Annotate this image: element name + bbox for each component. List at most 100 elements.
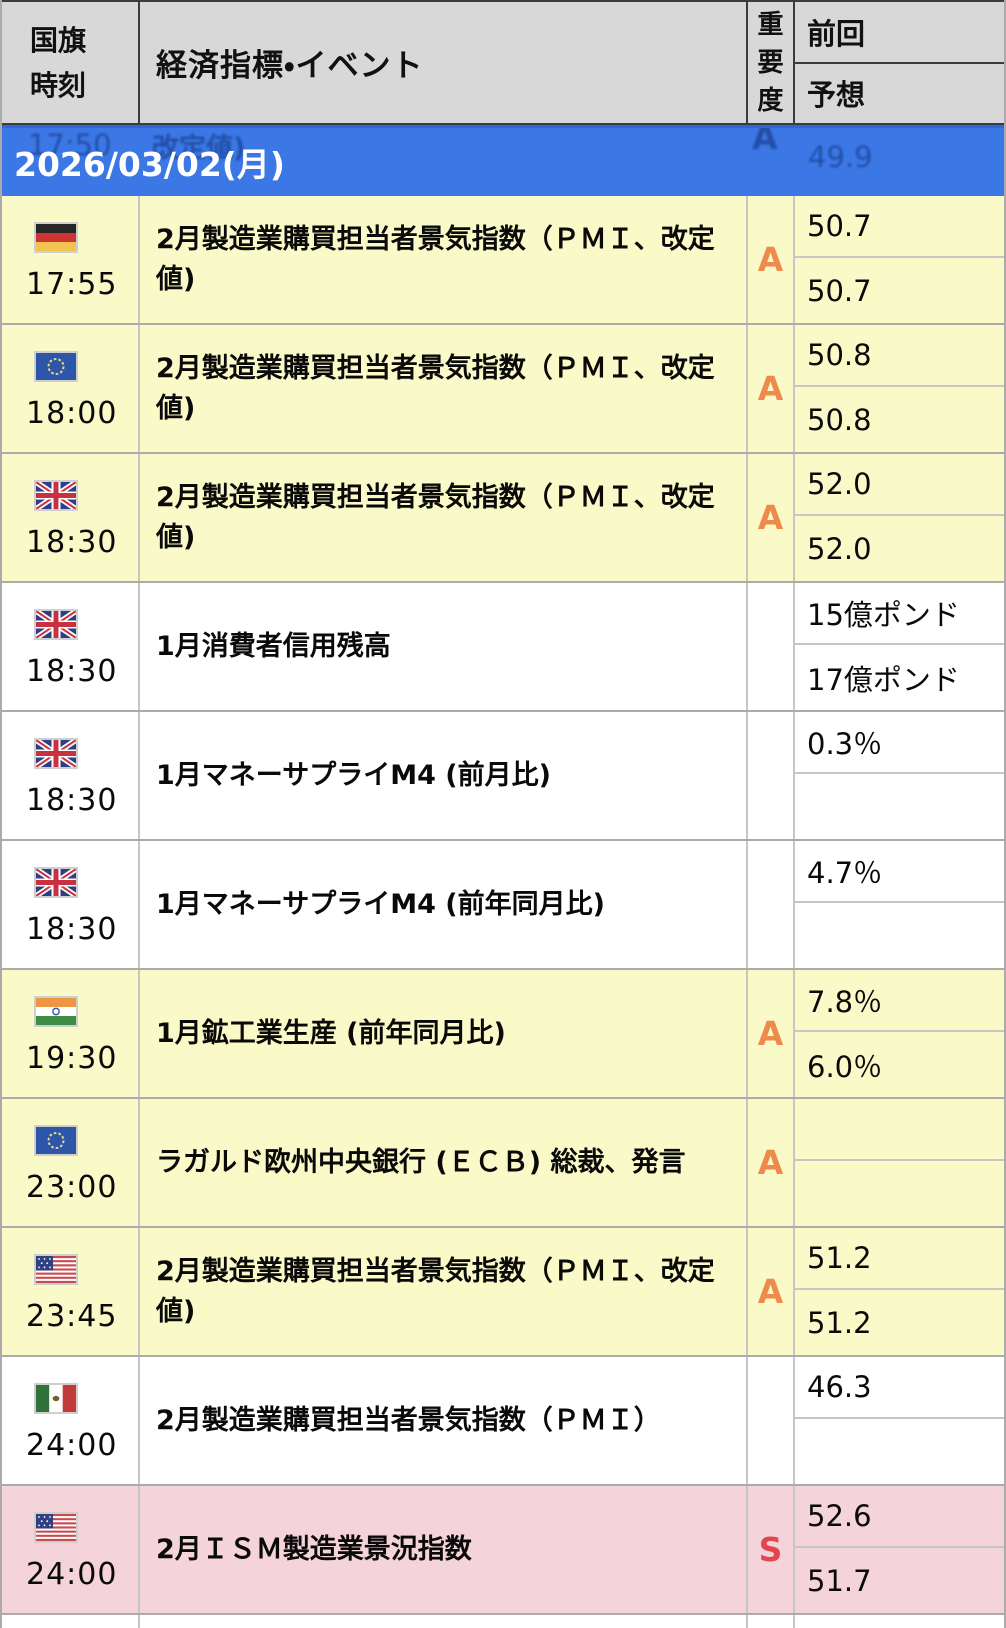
importance-cell	[748, 1357, 795, 1484]
importance-cell: A	[748, 1228, 795, 1355]
date-banner-label: 2026/03/02(月)	[14, 145, 285, 184]
flag-time-cell: 23:00	[2, 1099, 140, 1226]
previous-value: 0.3％	[795, 712, 1004, 774]
event-row[interactable]: 19:30 1月鉱工業生産 (前年同月比) A 7.8％ 6.0％	[2, 970, 1004, 1099]
event-name-cell: 2月製造業購買担当者景気指数（ＰＭＩ、改定値)	[140, 454, 748, 581]
importance-badge: A	[757, 498, 784, 537]
event-time: 23:00	[26, 1170, 118, 1205]
flag-time-cell: 18:00	[2, 325, 140, 452]
event-title: 1月消費者信用残高	[156, 630, 391, 662]
importance-cell: A	[748, 970, 795, 1097]
ghost-event-title: 改定値)	[152, 133, 246, 164]
importance-badge: S	[758, 1530, 783, 1569]
event-row[interactable]: 23:45 2月製造業購買担当者景気指数（ＰＭＩ、改定値) A 51.2 51.…	[2, 1228, 1004, 1357]
event-time: 18:30	[26, 783, 118, 818]
importance-badge: A	[757, 1143, 784, 1182]
flag-usa-icon	[34, 1254, 78, 1285]
event-time: 19:30	[26, 1041, 118, 1076]
flag-india-icon	[34, 996, 78, 1027]
values-cell: 7.8％ 6.0％	[795, 970, 1004, 1097]
flag-germany-icon	[34, 222, 78, 253]
header-forecast-label: 予想	[807, 78, 866, 113]
header-importance: 重 要 度	[748, 2, 795, 123]
flag-time-cell: 24:00	[2, 1486, 140, 1613]
partial-next-row	[2, 1615, 1004, 1628]
event-row[interactable]: 24:00 2月ＩＳＭ製造業景況指数 S 52.6 51.7	[2, 1486, 1004, 1615]
importance-badge: A	[757, 1272, 784, 1311]
ghost-event-time: 17:50	[28, 128, 112, 162]
flag-time-cell: 18:30	[2, 712, 140, 839]
flag-usa-icon	[34, 1512, 78, 1543]
event-title: 2月ＩＳＭ製造業景況指数	[156, 1533, 472, 1565]
event-row[interactable]: 18:30 2月製造業購買担当者景気指数（ＰＭＩ、改定値) A 52.0 52.…	[2, 454, 1004, 583]
event-name-cell: 1月消費者信用残高	[140, 583, 748, 710]
event-title: 2月製造業購買担当者景気指数（ＰＭＩ、改定値)	[156, 223, 715, 295]
header-event: 経済指標・イベント	[140, 2, 748, 123]
values-cell: 50.8 50.8	[795, 325, 1004, 452]
event-title: 2月製造業購買担当者景気指数（ＰＭＩ）	[156, 1404, 661, 1436]
rows-container: 17:55 2月製造業購買担当者景気指数（ＰＭＩ、改定値) A 50.7 50.…	[2, 196, 1004, 1615]
event-row[interactable]: 17:55 2月製造業購買担当者景気指数（ＰＭＩ、改定値) A 50.7 50.…	[2, 196, 1004, 325]
event-row[interactable]: 18:00 2月製造業購買担当者景気指数（ＰＭＩ、改定値) A 50.8 50.…	[2, 325, 1004, 454]
flag-uk-icon	[34, 609, 78, 640]
event-name-cell: 2月製造業購買担当者景気指数（ＰＭＩ、改定値)	[140, 1228, 748, 1355]
header-previous-label: 前回	[795, 2, 1004, 64]
event-title: ラガルド欧州中央銀行 (ＥＣＢ) 総裁、発言	[156, 1146, 686, 1178]
previous-value: 15億ポンド	[795, 583, 1004, 645]
event-row[interactable]: 18:30 1月消費者信用残高 15億ポンド 17億ポンド	[2, 583, 1004, 712]
event-time: 18:30	[26, 912, 118, 947]
event-row[interactable]: 18:30 1月マネーサプライM4 (前年同月比) 4.7％	[2, 841, 1004, 970]
importance-cell: A	[748, 454, 795, 581]
event-title: 1月マネーサプライM4 (前月比)	[156, 759, 551, 791]
event-row[interactable]: 18:30 1月マネーサプライM4 (前月比) 0.3％	[2, 712, 1004, 841]
values-cell: 0.3％	[795, 712, 1004, 839]
importance-cell: A	[748, 1099, 795, 1226]
header-time-label: 時刻	[30, 68, 87, 102]
event-title: 1月鉱工業生産 (前年同月比)	[156, 1017, 506, 1049]
forecast-value: 6.0％	[807, 1049, 883, 1084]
values-cell: 52.0 52.0	[795, 454, 1004, 581]
previous-value: 52.0	[795, 454, 1004, 516]
previous-value: 51.2	[795, 1228, 1004, 1290]
previous-value: 50.8	[795, 325, 1004, 387]
event-name-cell: 2月製造業購買担当者景気指数（ＰＭＩ、改定値)	[140, 325, 748, 452]
event-time: 18:30	[26, 654, 118, 689]
flag-time-cell: 23:45	[2, 1228, 140, 1355]
forecast-value: 52.0	[807, 531, 872, 566]
previous-value: 50.7	[795, 196, 1004, 258]
event-name-cell: 1月マネーサプライM4 (前年同月比)	[140, 841, 748, 968]
flag-time-cell: 18:30	[2, 454, 140, 581]
values-cell: 15億ポンド 17億ポンド	[795, 583, 1004, 710]
event-time: 17:55	[26, 267, 118, 302]
event-time: 18:30	[26, 525, 118, 560]
forecast-value	[795, 1161, 1004, 1226]
event-row[interactable]: 23:00 ラガルド欧州中央銀行 (ＥＣＢ) 総裁、発言 A	[2, 1099, 1004, 1228]
flag-mexico-icon	[34, 1383, 78, 1414]
importance-cell	[748, 583, 795, 710]
forecast-value: 17億ポンド	[807, 662, 960, 697]
values-cell: 51.2 51.2	[795, 1228, 1004, 1355]
ghost-previous-value: 49.9	[808, 140, 873, 174]
forecast-value	[795, 903, 1004, 968]
flag-uk-icon	[34, 738, 78, 769]
values-cell: 4.7％	[795, 841, 1004, 968]
values-cell: 52.6 51.7	[795, 1486, 1004, 1613]
event-name-cell: 1月鉱工業生産 (前年同月比)	[140, 970, 748, 1097]
flag-time-cell: 24:00	[2, 1357, 140, 1484]
importance-cell: S	[748, 1486, 795, 1613]
event-time: 24:00	[26, 1428, 118, 1463]
event-name-cell: 1月マネーサプライM4 (前月比)	[140, 712, 748, 839]
importance-badge: A	[757, 240, 784, 279]
event-title: 1月マネーサプライM4 (前年同月比)	[156, 888, 605, 920]
flag-time-cell: 19:30	[2, 970, 140, 1097]
importance-badge: A	[757, 369, 784, 408]
importance-cell: A	[748, 325, 795, 452]
event-time: 23:45	[26, 1299, 118, 1334]
event-row[interactable]: 24:00 2月製造業購買担当者景気指数（ＰＭＩ） 46.3	[2, 1357, 1004, 1486]
event-title: 2月製造業購買担当者景気指数（ＰＭＩ、改定値)	[156, 1255, 715, 1327]
flag-time-cell: 18:30	[2, 583, 140, 710]
event-name-cell: ラガルド欧州中央銀行 (ＥＣＢ) 総裁、発言	[140, 1099, 748, 1226]
importance-cell	[748, 712, 795, 839]
flag-uk-icon	[34, 480, 78, 511]
